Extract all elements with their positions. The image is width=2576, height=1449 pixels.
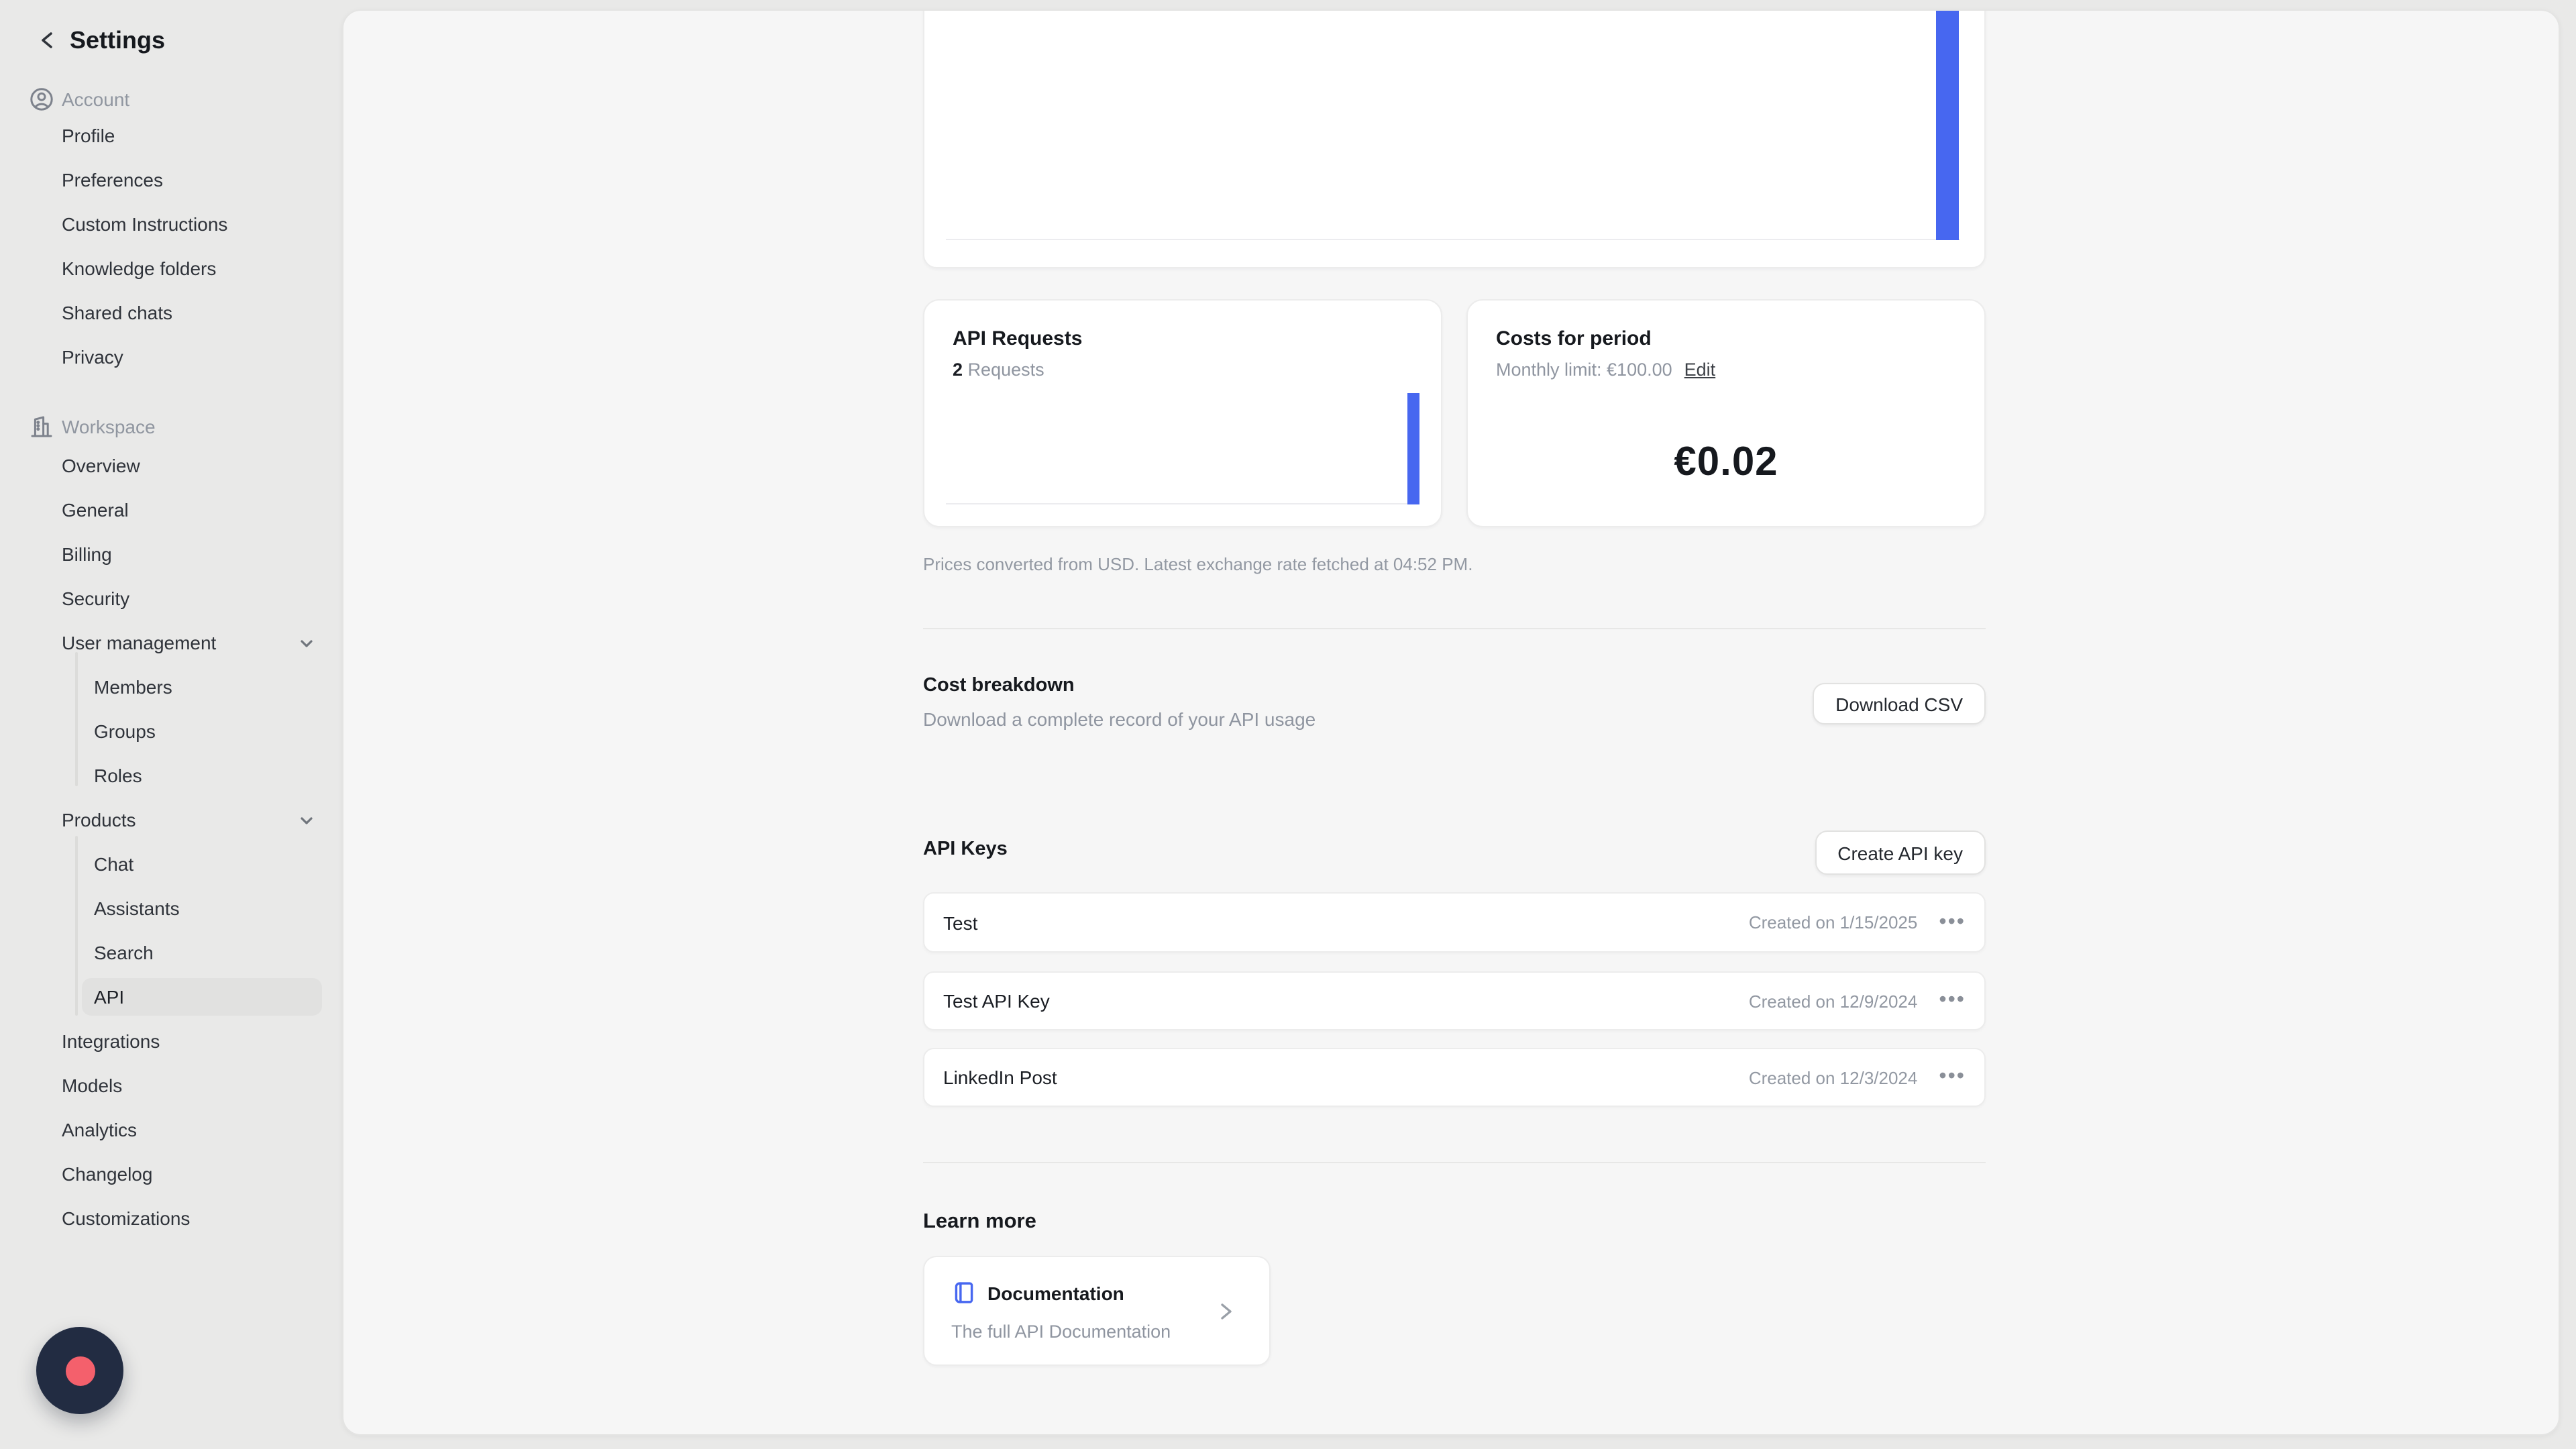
main-panel: API Requests 2 Requests Costs for period… (342, 9, 2560, 1436)
sidebar-item-products[interactable]: Products (0, 800, 341, 840)
sidebar-item-privacy[interactable]: Privacy (62, 346, 123, 368)
sidebar-section-label: Workspace (62, 416, 156, 437)
sidebar-item-general[interactable]: General (62, 499, 129, 521)
section-divider (923, 1162, 1986, 1163)
api-requests-card: API Requests 2 Requests (923, 299, 1442, 527)
monthly-limit: Monthly limit: €100.00 Edit (1496, 360, 1715, 380)
costs-card: Costs for period Monthly limit: €100.00 E… (1466, 299, 1986, 527)
api-key-name: Test (943, 912, 978, 933)
sidebar-item-customizations[interactable]: Customizations (62, 1208, 191, 1229)
sidebar-item-integrations[interactable]: Integrations (62, 1030, 160, 1052)
documentation-card[interactable]: Documentation The full API Documentation (923, 1256, 1271, 1366)
request-count: 2 Requests (953, 360, 1044, 380)
sidebar-section-label: Account (62, 89, 130, 110)
sidebar-item-security[interactable]: Security (62, 588, 130, 609)
sidebar-item-api-active[interactable]: API (82, 978, 322, 1016)
sidebar-item-knowledge-folders[interactable]: Knowledge folders (62, 258, 217, 279)
sidebar-item-shared-chats[interactable]: Shared chats (62, 302, 172, 323)
learn-more-title: Learn more (923, 1210, 1036, 1233)
user-circle-icon (28, 86, 55, 113)
sidebar-tree-guide (75, 836, 78, 1016)
usage-chart-bar (1936, 11, 1959, 240)
cost-breakdown-title: Cost breakdown (923, 675, 1075, 696)
book-icon (951, 1280, 977, 1305)
api-key-name: Test API Key (943, 990, 1050, 1012)
sidebar-item-changelog[interactable]: Changelog (62, 1163, 153, 1185)
download-csv-button[interactable]: Download CSV (1813, 683, 1986, 724)
api-key-created: Created on 1/15/2025 (1748, 912, 1918, 932)
chart-axis-line (946, 239, 1960, 240)
sidebar-section-workspace: Workspace (0, 407, 341, 447)
sidebar-item-label: Products (62, 809, 136, 830)
sidebar-item-members[interactable]: Members (94, 676, 172, 698)
ellipsis-menu-icon[interactable]: ••• (1939, 1065, 1966, 1088)
chat-widget-button[interactable] (36, 1327, 123, 1414)
sidebar-section-account: Account (0, 79, 341, 119)
create-api-key-button[interactable]: Create API key (1815, 830, 1986, 875)
sidebar-item-label: User management (62, 632, 217, 653)
exchange-rate-footnote: Prices converted from USD. Latest exchan… (923, 554, 1473, 574)
back-icon[interactable] (38, 30, 59, 51)
api-key-row: Test API Key Created on 12/9/2024 ••• (923, 971, 1986, 1030)
api-key-name: LinkedIn Post (943, 1067, 1057, 1088)
sidebar-item-assistants[interactable]: Assistants (94, 898, 180, 919)
ellipsis-menu-icon[interactable]: ••• (1939, 989, 1966, 1012)
edit-limit-link[interactable]: Edit (1684, 360, 1716, 380)
period-cost-amount: €0.02 (1674, 440, 1778, 484)
sidebar-title: Settings (70, 26, 166, 53)
sidebar-item-analytics[interactable]: Analytics (62, 1119, 138, 1140)
sidebar-header: Settings (0, 20, 341, 60)
chevron-down-icon (298, 812, 315, 829)
cost-breakdown-subtitle: Download a complete record of your API u… (923, 708, 1316, 730)
sidebar-item-roles[interactable]: Roles (94, 765, 142, 786)
chart-axis-line (946, 503, 1419, 504)
api-key-created: Created on 12/9/2024 (1748, 991, 1918, 1011)
documentation-card-subtitle: The full API Documentation (951, 1322, 1171, 1342)
sidebar-item-billing[interactable]: Billing (62, 543, 112, 565)
building-icon (28, 413, 55, 440)
sidebar-item-search[interactable]: Search (94, 942, 154, 963)
chat-widget-dot-icon (65, 1356, 95, 1385)
sidebar-item-models[interactable]: Models (62, 1075, 123, 1096)
requests-chart-bar (1407, 393, 1419, 504)
chevron-down-icon (298, 635, 315, 652)
request-count-unit: Requests (967, 360, 1044, 380)
api-key-row: LinkedIn Post Created on 12/3/2024 ••• (923, 1048, 1986, 1107)
api-settings-content: API Requests 2 Requests Costs for period… (923, 11, 1986, 1434)
card-title: API Requests (953, 327, 1083, 350)
sidebar-item-custom-instructions[interactable]: Custom Instructions (62, 213, 228, 235)
sidebar-item-groups[interactable]: Groups (94, 720, 156, 742)
api-key-created: Created on 12/3/2024 (1748, 1067, 1918, 1087)
settings-sidebar: Settings Account Profile Preferences Cus… (0, 0, 341, 1449)
chevron-right-icon (1216, 1301, 1236, 1322)
sidebar-tree-guide (75, 652, 78, 786)
sidebar-item-profile[interactable]: Profile (62, 125, 115, 146)
api-keys-title: API Keys (923, 839, 1008, 860)
monthly-limit-text: Monthly limit: €100.00 (1496, 360, 1672, 380)
api-key-row: Test Created on 1/15/2025 ••• (923, 892, 1986, 953)
section-divider (923, 628, 1986, 629)
request-count-value: 2 (953, 360, 963, 380)
sidebar-item-chat[interactable]: Chat (94, 853, 134, 875)
sidebar-item-preferences[interactable]: Preferences (62, 169, 163, 191)
sidebar-item-user-management[interactable]: User management (0, 623, 341, 663)
card-title: Costs for period (1496, 327, 1652, 350)
usage-chart-card (923, 11, 1986, 268)
sidebar-item-overview[interactable]: Overview (62, 455, 140, 476)
ellipsis-menu-icon[interactable]: ••• (1939, 910, 1966, 933)
documentation-card-title: Documentation (987, 1283, 1124, 1304)
